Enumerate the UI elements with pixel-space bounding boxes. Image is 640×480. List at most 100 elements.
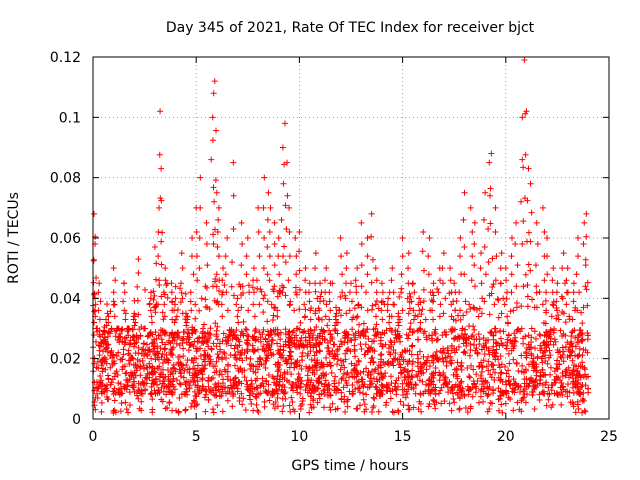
data-point: [157, 345, 164, 352]
data-point: [103, 344, 110, 351]
data-point: [438, 384, 445, 391]
data-point: [201, 394, 208, 401]
data-point: [549, 301, 556, 308]
data-point: [433, 337, 440, 344]
data-point: [382, 341, 389, 348]
data-point: [515, 367, 522, 374]
data-point: [96, 316, 103, 323]
data-point: [569, 380, 576, 387]
data-point: [186, 366, 193, 373]
data-point: [276, 349, 283, 356]
data-point: [484, 379, 491, 386]
data-point: [212, 276, 219, 283]
data-point: [307, 401, 314, 408]
data-point: [464, 365, 471, 372]
data-point: [194, 335, 201, 342]
data-point: [184, 326, 191, 333]
data-point: [293, 253, 300, 260]
data-point: [168, 289, 175, 296]
data-point: [255, 228, 262, 235]
data-point: [546, 347, 553, 354]
data-point: [203, 219, 210, 226]
data-point: [400, 402, 407, 409]
y-tick-label: 0.02: [50, 352, 81, 368]
data-point: [296, 362, 303, 369]
data-point: [311, 327, 318, 334]
data-point: [163, 282, 170, 289]
data-point: [321, 337, 328, 344]
data-point: [296, 306, 303, 313]
data-point: [175, 408, 182, 415]
data-point: [116, 391, 123, 398]
data-point: [349, 382, 356, 389]
data-point: [122, 316, 129, 323]
data-point: [143, 341, 150, 348]
data-point: [274, 307, 281, 314]
data-point: [284, 159, 291, 166]
data-point: [313, 341, 320, 348]
data-point: [193, 348, 200, 355]
data-point: [158, 238, 165, 245]
data-point: [98, 408, 105, 415]
data-point: [378, 280, 385, 287]
data-point: [253, 277, 260, 284]
data-point: [547, 352, 554, 359]
data-point: [373, 321, 380, 328]
data-point: [150, 288, 157, 295]
data-point: [578, 309, 585, 316]
data-point: [576, 345, 583, 352]
data-point: [584, 336, 591, 343]
data-point: [266, 228, 273, 235]
data-point: [289, 381, 296, 388]
data-point: [268, 301, 275, 308]
data-point: [358, 241, 365, 248]
data-point: [410, 328, 417, 335]
data-point: [366, 345, 373, 352]
data-point: [274, 340, 281, 347]
data-point: [93, 325, 100, 332]
data-point: [215, 253, 222, 260]
data-point: [177, 299, 184, 306]
data-point: [214, 336, 221, 343]
data-point: [219, 386, 226, 393]
data-point: [527, 267, 534, 274]
data-point: [467, 403, 474, 410]
data-point: [171, 336, 178, 343]
data-point: [281, 390, 288, 397]
data-point: [508, 271, 515, 278]
data-point: [566, 313, 573, 320]
data-point: [547, 338, 554, 345]
data-point: [539, 366, 546, 373]
chart-title: Day 345 of 2021, Rate Of TEC Index for r…: [166, 20, 535, 36]
data-point: [361, 401, 368, 408]
data-point: [576, 289, 583, 296]
data-point: [390, 301, 397, 308]
data-point: [163, 391, 170, 398]
data-point: [334, 346, 341, 353]
data-point: [181, 368, 188, 375]
data-point: [334, 330, 341, 337]
data-point: [266, 277, 273, 284]
data-point: [272, 304, 279, 311]
data-point: [157, 326, 164, 333]
data-point: [481, 298, 488, 305]
data-point: [138, 398, 145, 405]
data-point: [231, 334, 238, 341]
data-point: [387, 395, 394, 402]
data-point: [265, 189, 272, 196]
data-point: [175, 333, 182, 340]
data-point: [173, 377, 180, 384]
data-point: [405, 332, 412, 339]
data-point: [575, 353, 582, 360]
data-point: [529, 296, 536, 303]
data-point: [455, 343, 462, 350]
data-point: [191, 372, 198, 379]
data-point: [574, 339, 581, 346]
data-point: [468, 362, 475, 369]
data-point: [559, 265, 566, 272]
data-point: [485, 391, 492, 398]
data-point: [326, 316, 333, 323]
data-point: [461, 348, 468, 355]
data-point: [401, 347, 408, 354]
data-point: [238, 304, 245, 311]
